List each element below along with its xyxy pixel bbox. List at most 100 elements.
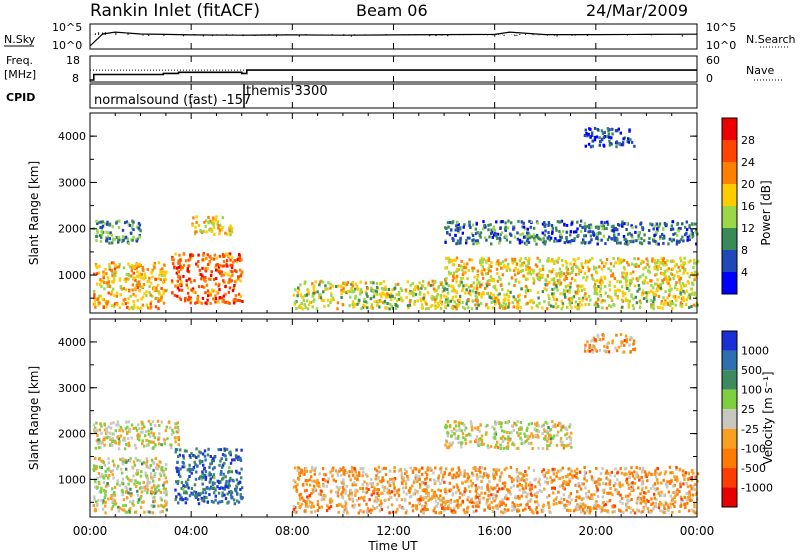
data-cell	[616, 296, 619, 300]
data-cell	[294, 301, 297, 304]
data-cell	[365, 502, 368, 506]
data-cell	[204, 470, 208, 474]
data-cell	[493, 302, 497, 306]
data-cell	[645, 299, 649, 303]
data-cell	[455, 471, 459, 475]
data-cell	[425, 489, 428, 493]
data-cell	[362, 490, 365, 494]
data-cell	[667, 294, 671, 298]
data-cell	[469, 226, 472, 229]
velocity-scatter-cells	[92, 333, 700, 515]
data-cell	[433, 289, 437, 293]
data-cell	[633, 477, 637, 481]
data-cell	[150, 440, 153, 444]
data-cell	[123, 508, 126, 512]
data-cell	[219, 223, 222, 227]
data-cell	[98, 428, 102, 432]
data-cell	[535, 264, 539, 268]
data-cell	[119, 434, 123, 438]
data-cell	[117, 437, 121, 441]
data-cell	[201, 274, 204, 278]
data-cell	[178, 261, 181, 265]
data-cell	[601, 488, 605, 492]
data-cell	[581, 226, 584, 230]
data-cell	[589, 240, 592, 244]
data-cell	[108, 265, 111, 269]
data-cell	[182, 484, 185, 488]
data-cell	[233, 284, 236, 287]
data-cell	[691, 234, 695, 238]
data-cell	[152, 263, 156, 267]
data-cell	[468, 289, 472, 293]
data-cell	[539, 237, 542, 241]
data-cell	[515, 262, 519, 266]
data-cell	[524, 227, 527, 231]
data-cell	[119, 285, 123, 288]
data-cell	[511, 257, 514, 261]
data-cell	[221, 491, 224, 495]
data-cell	[533, 279, 536, 283]
data-cell	[559, 292, 562, 296]
data-cell	[580, 482, 584, 486]
data-cell	[187, 291, 190, 295]
data-cell	[114, 441, 117, 445]
data-cell	[576, 508, 580, 512]
data-cell	[304, 479, 307, 483]
data-cell	[141, 430, 144, 434]
data-cell	[335, 485, 339, 489]
data-cell	[218, 282, 221, 286]
data-cell	[385, 295, 388, 299]
data-cell	[555, 285, 558, 289]
data-cell	[437, 476, 440, 480]
data-cell	[472, 238, 475, 242]
data-cell	[475, 504, 478, 508]
data-cell	[497, 468, 501, 472]
data-cell	[543, 233, 546, 237]
data-cell	[695, 228, 698, 232]
data-cell	[649, 486, 653, 490]
data-cell	[504, 298, 507, 302]
data-cell	[197, 497, 200, 501]
data-cell	[185, 482, 189, 486]
data-cell	[161, 270, 164, 274]
data-cell	[562, 486, 565, 490]
data-cell	[471, 266, 474, 270]
data-cell	[673, 475, 676, 479]
data-cell	[685, 231, 688, 235]
data-cell	[628, 231, 631, 235]
data-cell	[657, 225, 660, 229]
data-cell	[616, 141, 619, 145]
data-cell	[139, 496, 142, 500]
data-cell	[124, 302, 127, 306]
data-cell	[328, 506, 331, 510]
data-cell	[664, 482, 668, 486]
data-cell	[215, 215, 218, 219]
data-cell	[155, 289, 158, 292]
data-cell	[448, 259, 451, 262]
data-cell	[132, 271, 135, 275]
data-cell	[411, 504, 415, 507]
data-cell	[312, 484, 316, 488]
data-cell	[599, 478, 602, 482]
data-cell	[455, 269, 458, 273]
data-cell	[597, 238, 600, 242]
data-cell	[598, 290, 602, 294]
data-cell	[181, 460, 184, 464]
data-cell	[430, 488, 434, 492]
data-cell	[640, 293, 644, 297]
data-cell	[185, 480, 188, 484]
data-cell	[642, 499, 645, 503]
data-cell	[476, 477, 479, 481]
data-cell	[478, 466, 482, 469]
data-cell	[692, 510, 695, 514]
data-cell	[130, 226, 134, 230]
data-cell	[682, 296, 685, 300]
data-cell	[100, 233, 103, 237]
data-cell	[650, 279, 653, 283]
data-cell	[485, 284, 489, 288]
data-cell	[648, 241, 651, 245]
data-cell	[526, 277, 529, 281]
data-cell	[672, 491, 675, 495]
data-cell	[218, 254, 222, 258]
data-cell	[408, 501, 411, 505]
